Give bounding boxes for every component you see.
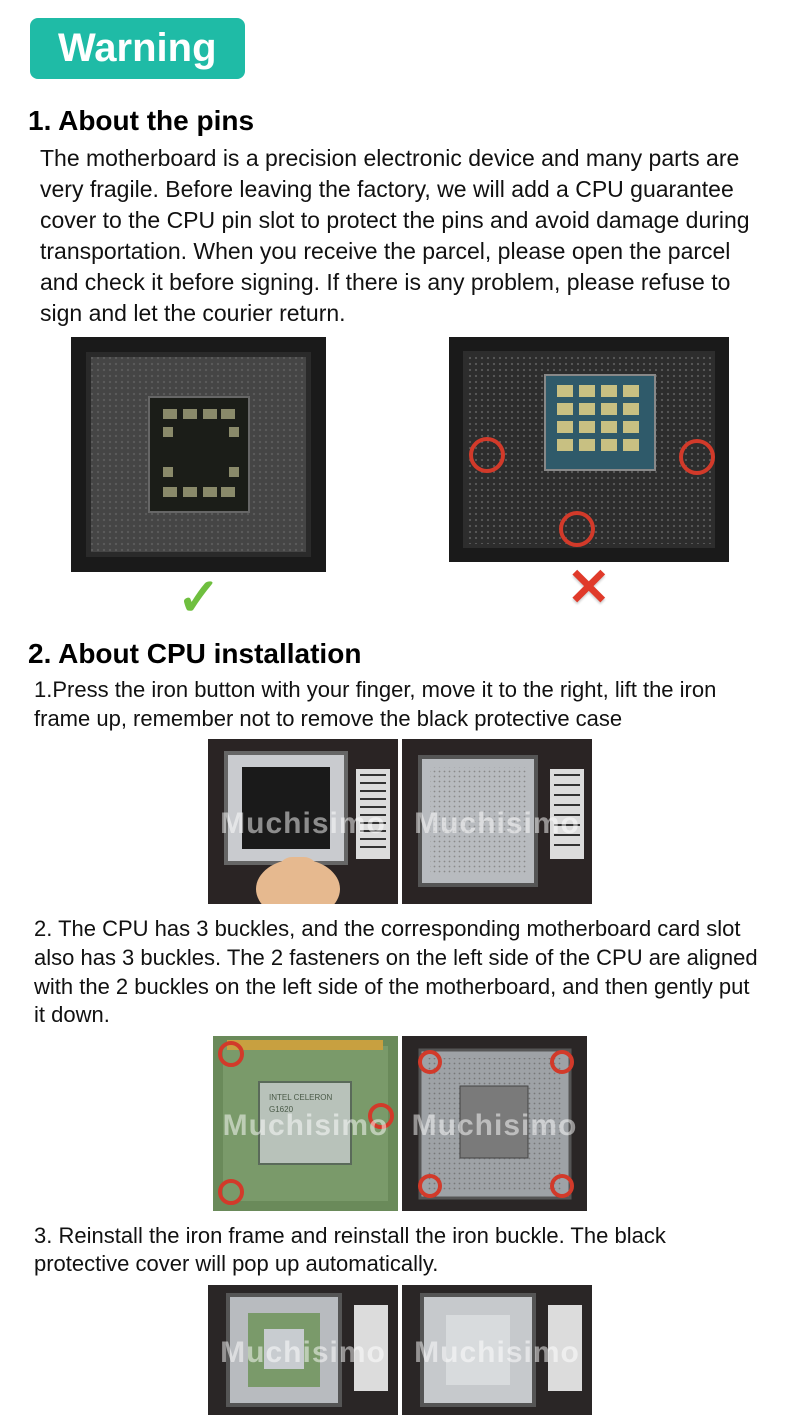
step-2-image-right: Muchisimo — [402, 1036, 587, 1216]
good-socket-image — [71, 337, 326, 572]
cross-icon: ✕ — [567, 562, 611, 614]
step-1-images: Muchisimo Muchisimo — [0, 739, 800, 909]
check-icon: ✓ — [177, 572, 221, 624]
warning-banner: Warning — [30, 18, 245, 79]
bad-socket-col: ✕ — [449, 337, 729, 614]
step-2-text: 2. The CPU has 3 buckles, and the corres… — [34, 915, 766, 1029]
section-1-heading: 1. About the pins — [28, 105, 772, 137]
svg-text:G1620: G1620 — [269, 1105, 294, 1114]
pin-comparison-row: ✓ — [30, 337, 770, 624]
step-2-image-left: INTEL CELERON G1620 Muchisimo — [213, 1036, 398, 1216]
step-1-image-right: Muchisimo — [402, 739, 592, 909]
step-2-images: INTEL CELERON G1620 Muchisimo Muchi — [0, 1036, 800, 1216]
step-1-text: 1.Press the iron button with your finger… — [34, 676, 766, 733]
bad-socket-image — [449, 337, 729, 562]
section-1-paragraph: The motherboard is a precision electroni… — [40, 143, 766, 329]
section-2-heading: 2. About CPU installation — [28, 638, 772, 670]
svg-text:INTEL CELERON: INTEL CELERON — [269, 1093, 332, 1102]
step-1-image-left: Muchisimo — [208, 739, 398, 909]
good-socket-col: ✓ — [71, 337, 326, 624]
step-3-text: 3. Reinstall the iron frame and reinstal… — [34, 1222, 766, 1279]
